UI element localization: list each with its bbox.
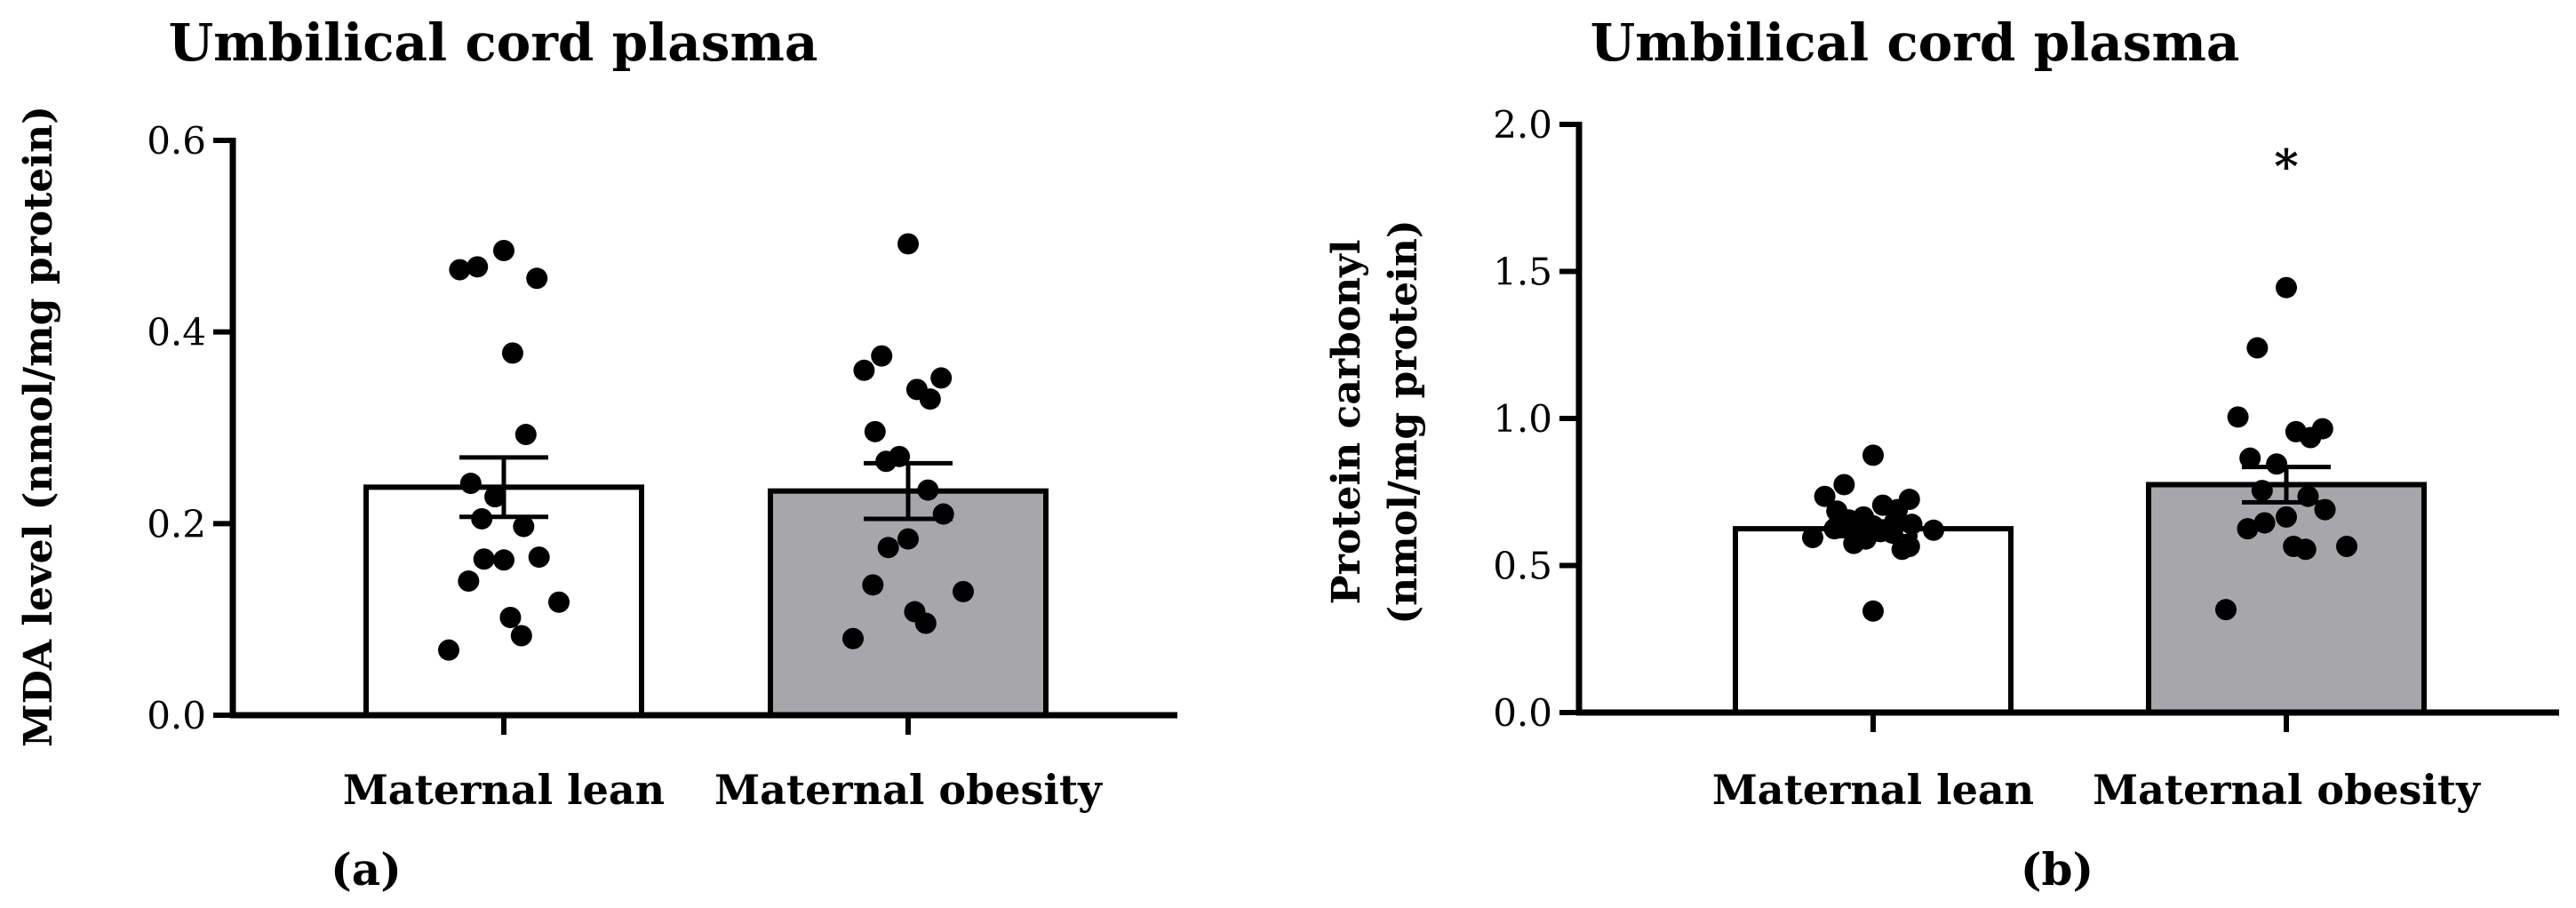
chart-a-point-obesity — [932, 503, 954, 525]
chart-panel-b: Umbilical cord plasma Protein carbonyl (… — [1324, 12, 2559, 896]
chart-a-panel-label: (a) — [331, 843, 402, 896]
chart-b-ytick-label: 2.0 — [1493, 103, 1552, 147]
chart-b-point-obesity — [2246, 337, 2269, 359]
chart-b-ylabel-line-2: (nmol/mg protein) — [1381, 219, 1426, 624]
chart-b-point-obesity — [2239, 447, 2261, 469]
chart-b-ytick-label: 0.0 — [1493, 691, 1552, 735]
chart-a-point-obesity — [914, 612, 937, 634]
chart-b-point-lean — [1881, 522, 1903, 545]
chart-a-ylabel: MDA level (nmol/mg protein) — [16, 106, 61, 747]
chart-b-point-obesity — [2227, 406, 2249, 428]
chart-a-point-lean — [510, 625, 532, 647]
chart-a-point-lean — [467, 256, 489, 278]
chart-a-point-obesity — [897, 528, 919, 550]
chart-a-point-obesity — [917, 479, 939, 501]
chart-a-ytick-label: 0.2 — [147, 502, 206, 546]
chart-a-point-lean — [484, 486, 506, 508]
chart-a-ytick-label: 0.0 — [147, 694, 206, 737]
chart-b-point-lean — [1923, 519, 1944, 541]
chart-a-point-obesity — [930, 367, 953, 389]
chart-b-point-obesity — [2215, 599, 2237, 621]
chart-b-marks: 0.0 0.5 1.0 1.5 2.0 Maternal lean Maternal obe… — [1493, 103, 2559, 814]
chart-b-point-obesity — [2294, 538, 2317, 561]
chart-b-point-lean — [1862, 600, 1884, 622]
chart-a-point-obesity — [871, 345, 893, 367]
chart-a-point-lean — [548, 591, 570, 613]
chart-a-bar-lean — [363, 484, 644, 719]
chart-a-point-lean — [499, 607, 522, 629]
chart-a-point-obesity — [919, 388, 941, 410]
chart-a-point-obesity — [897, 233, 919, 255]
chart-a-xtick-label: Maternal lean — [343, 766, 665, 814]
chart-a-ytick-label: 0.4 — [147, 311, 206, 354]
chart-b-point-lean — [1862, 444, 1884, 466]
chart-a-point-lean — [528, 546, 550, 569]
chart-a-point-lean — [449, 259, 471, 281]
chart-b-ytick-label: 1.5 — [1493, 251, 1552, 294]
chart-a-point-lean — [501, 342, 523, 364]
chart-b-point-lean — [1814, 485, 1836, 507]
chart-a-point-obesity — [853, 359, 875, 381]
chart-a-point-lean — [473, 548, 495, 570]
chart-a-marks: 0.0 0.2 0.4 0.6 Maternal lean Maternal obesit… — [147, 119, 1177, 814]
chart-b-significance-marker: * — [2274, 140, 2298, 195]
chart-b-point-obesity — [2237, 518, 2259, 540]
chart-a-bar-obesity — [768, 488, 1049, 718]
chart-a-point-lean — [458, 570, 480, 593]
chart-b-point-obesity — [2251, 480, 2273, 502]
chart-b-point-obesity — [2276, 506, 2297, 528]
chart-a-point-lean — [513, 515, 535, 538]
chart-b-point-obesity — [2300, 426, 2322, 449]
chart-a-point-obesity — [953, 580, 974, 602]
chart-b-ytick-label: 0.5 — [1493, 545, 1552, 588]
chart-b-point-obesity — [2276, 276, 2297, 299]
chart-a-point-obesity — [864, 420, 886, 442]
chart-panel-a: Umbilical cord plasma MDA level (nmol/mg… — [16, 12, 1177, 896]
chart-a-ytick-label: 0.6 — [147, 119, 206, 163]
chart-a-point-obesity — [862, 574, 884, 596]
chart-b-point-lean — [1802, 527, 1823, 549]
chart-b-point-lean — [1901, 514, 1923, 536]
chart-a-point-lean — [493, 240, 514, 262]
chart-a-point-lean — [493, 549, 514, 571]
chart-a-point-obesity — [842, 627, 864, 649]
chart-b-point-lean — [1891, 538, 1913, 561]
chart-a-point-obesity — [877, 537, 899, 559]
chart-b-xtick-label: Maternal obesity — [2093, 766, 2481, 814]
chart-a-xtick-label: Maternal obesity — [714, 766, 1103, 814]
chart-b-point-obesity — [2266, 453, 2288, 475]
chart-b-point-lean — [1833, 474, 1855, 496]
chart-a-title: Umbilical cord plasma — [169, 12, 818, 73]
chart-b-ytick-label: 1.0 — [1493, 397, 1552, 441]
chart-b-point-obesity — [2336, 535, 2357, 557]
chart-b-xtick-label: Maternal lean — [1712, 766, 2034, 814]
chart-b-title: Umbilical cord plasma — [1591, 12, 2240, 73]
chart-a-point-lean — [514, 424, 537, 446]
chart-a-point-lean — [459, 473, 482, 495]
chart-b-panel-label: (b) — [2021, 843, 2093, 896]
chart-b-ylabel-line-1: Protein carbonyl — [1324, 240, 1369, 605]
chart-b-point-obesity — [2253, 512, 2276, 534]
chart-a-point-lean — [526, 267, 548, 290]
chart-a-point-lean — [438, 639, 459, 661]
